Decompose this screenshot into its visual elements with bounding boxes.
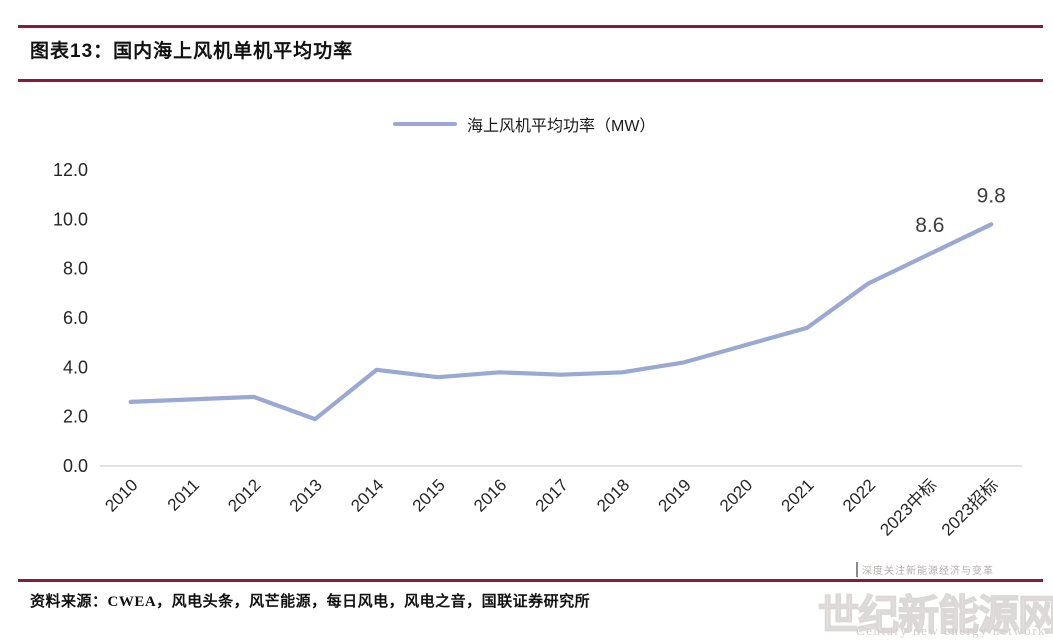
chart-legend: 海上风机平均功率（MW） <box>393 112 655 136</box>
x-axis-tick-label: 2014 <box>347 475 387 515</box>
series-line <box>128 222 994 422</box>
y-axis-tick-label: 8.0 <box>63 259 88 279</box>
y-axis-tick-label: 0.0 <box>63 456 88 476</box>
x-axis-tick-label: 2011 <box>164 475 203 514</box>
x-axis-tick-label: 2023中标 <box>876 475 940 539</box>
header-rule-top <box>18 25 1043 28</box>
x-axis-tick-label: 2010 <box>101 475 141 515</box>
x-axis-tick-label: 2013 <box>286 475 326 515</box>
figure-title: 图表13：国内海上风机单机平均功率 <box>30 41 354 62</box>
source-note: 资料来源：CWEA，风电头条，风芒能源，每日风电，风电之音，国联证券研究所 <box>30 594 591 610</box>
watermark-brand-sub: Century new energy network <box>856 623 1047 638</box>
data-point-label: 8.6 <box>915 214 944 237</box>
x-axis-tick-label: 2021 <box>778 475 818 515</box>
legend-line-swatch-icon <box>393 122 457 126</box>
x-axis-tick-label: 2023招标 <box>938 475 1002 539</box>
y-axis-tick-label: 2.0 <box>63 407 88 427</box>
data-point-label: 9.8 <box>977 184 1006 207</box>
x-axis-tick-label: 2017 <box>532 475 572 515</box>
x-axis-tick-label: 2019 <box>655 475 695 515</box>
watermark-slogan: 深度关注新能源经济与变革 <box>856 562 994 577</box>
watermark-brand: 世纪新能源网 <box>817 591 1053 638</box>
footer-rule <box>18 579 1043 582</box>
x-axis-tick-label: 2012 <box>224 475 264 515</box>
x-axis-tick-label: 2020 <box>716 475 756 515</box>
x-axis-tick-label: 2016 <box>470 475 510 515</box>
y-axis-tick-label: 6.0 <box>63 308 88 328</box>
y-axis-tick-label: 10.0 <box>53 209 88 229</box>
y-axis-tick-label: 4.0 <box>63 357 88 377</box>
header-rule-bottom <box>18 79 1043 82</box>
legend-label: 海上风机平均功率（MW） <box>467 118 656 135</box>
x-axis-tick-label: 2022 <box>839 475 879 515</box>
x-axis-tick-label: 2018 <box>593 475 633 515</box>
y-axis-tick-label: 12.0 <box>53 160 88 180</box>
x-axis-tick-label: 2015 <box>409 475 449 515</box>
